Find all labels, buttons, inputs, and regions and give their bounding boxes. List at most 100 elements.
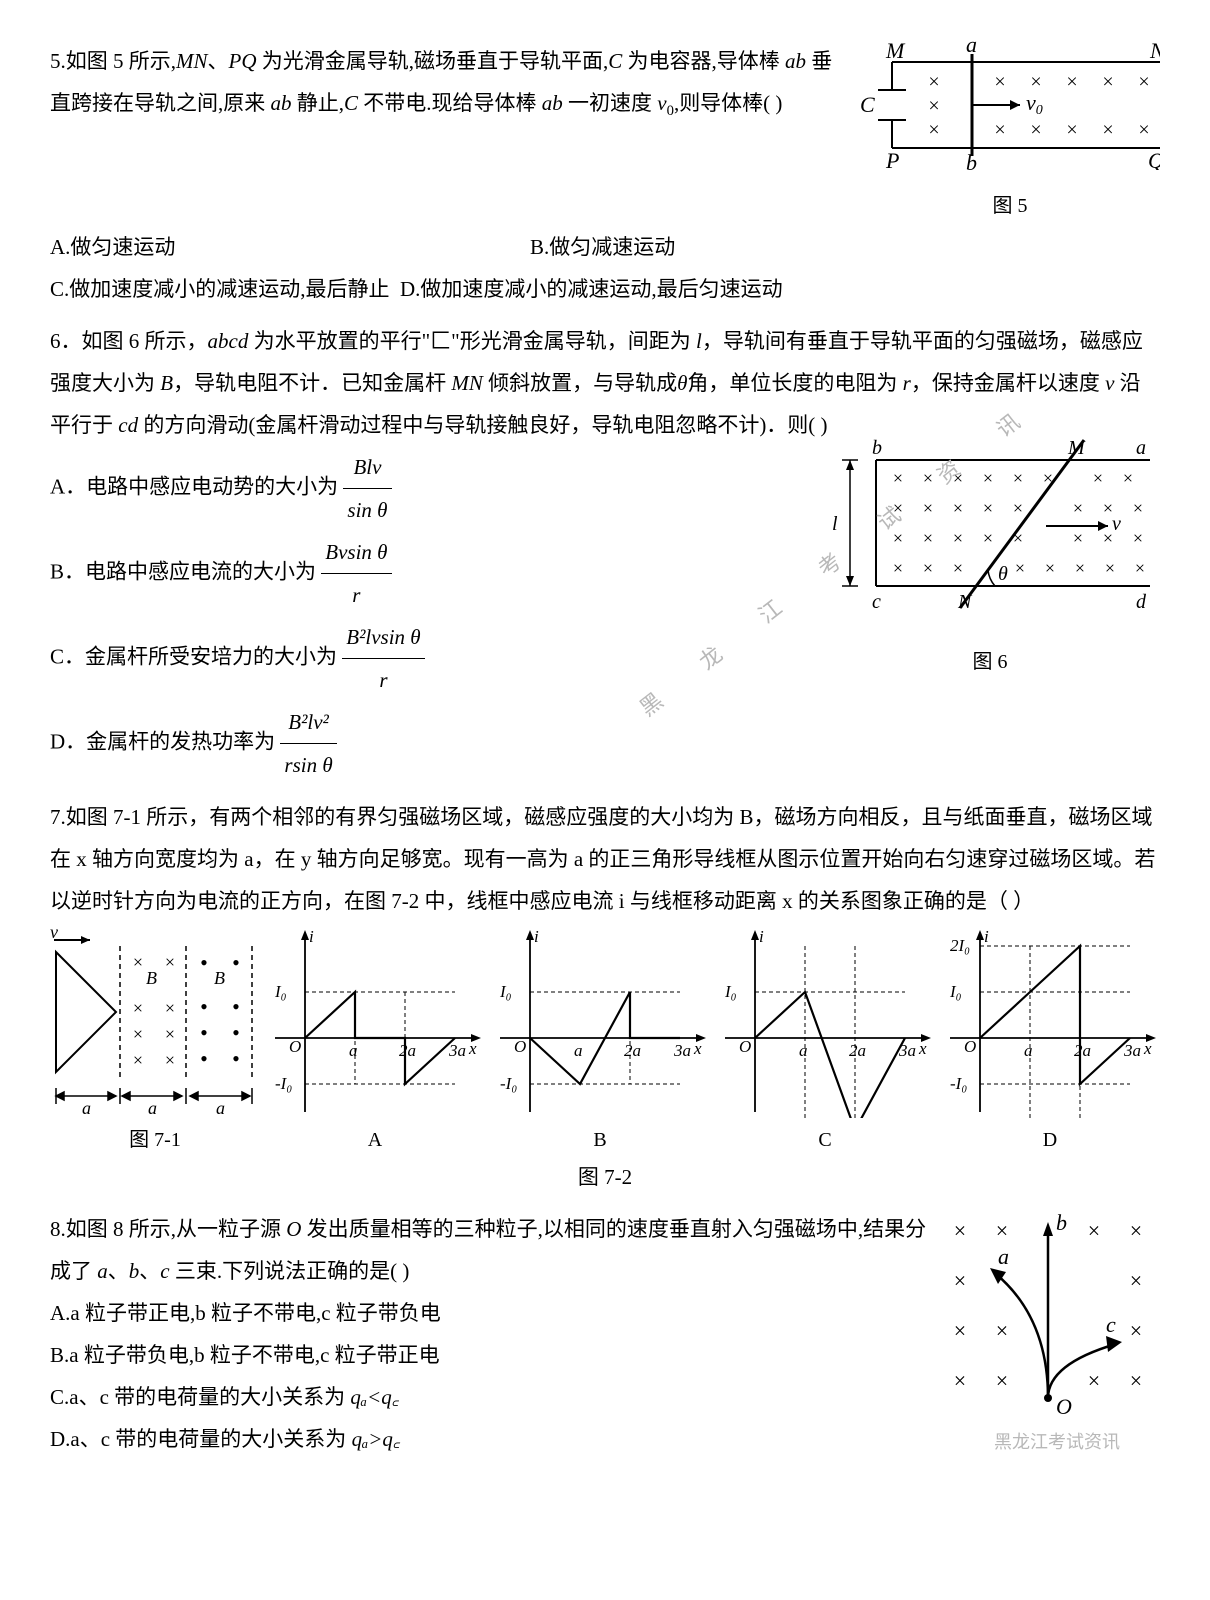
svg-text:2a: 2a bbox=[624, 1041, 641, 1060]
svg-text:I₀: I₀ bbox=[949, 982, 962, 1001]
q6-theta: θ bbox=[677, 371, 687, 395]
svg-text:×: × bbox=[953, 498, 963, 518]
svg-text:×: × bbox=[1045, 558, 1055, 578]
svg-text:×: × bbox=[928, 71, 939, 93]
q5-text-7: 一初速度 bbox=[563, 91, 658, 115]
q5-ab3: ab bbox=[542, 91, 563, 115]
svg-text:×: × bbox=[1130, 1318, 1142, 1343]
q5-text-5: 静止, bbox=[292, 91, 345, 115]
svg-text:×: × bbox=[1123, 468, 1133, 488]
svg-text:•: • bbox=[232, 950, 240, 975]
svg-text:x: x bbox=[1143, 1039, 1152, 1058]
svg-text:×: × bbox=[1130, 1368, 1142, 1393]
svg-text:×: × bbox=[983, 498, 993, 518]
svg-text:×: × bbox=[996, 1368, 1008, 1393]
svg-text:×: × bbox=[893, 468, 903, 488]
svg-text:×: × bbox=[954, 1368, 966, 1393]
opt-C-label: C bbox=[715, 1120, 935, 1160]
svg-text:×: × bbox=[1102, 119, 1113, 141]
opt-B-label: B bbox=[490, 1120, 710, 1160]
svg-text:×: × bbox=[893, 498, 903, 518]
label-M6: M bbox=[1067, 437, 1086, 459]
svg-text:×: × bbox=[983, 528, 993, 548]
q5-opt-d: D.做加速度减小的减速运动,最后匀速运动 bbox=[400, 277, 783, 301]
svg-text:×: × bbox=[1138, 119, 1149, 141]
question-6: 6．如图 6 所示，abcd 为水平放置的平行"匚"形光滑金属导轨，间距为 l，… bbox=[50, 320, 1160, 786]
q5-ab1: ab bbox=[785, 49, 806, 73]
q5-text-1: 5.如图 5 所示, bbox=[50, 49, 176, 73]
q5-c2: C bbox=[344, 91, 358, 115]
svg-text:×: × bbox=[954, 1318, 966, 1343]
svg-text:•: • bbox=[200, 1046, 208, 1071]
label-B2: B bbox=[214, 968, 225, 988]
q6-optc-den: r bbox=[342, 659, 424, 701]
svg-text:O: O bbox=[514, 1037, 526, 1056]
figure-7-2-caption: 图 7-2 bbox=[50, 1156, 1160, 1198]
q5-pq: PQ bbox=[229, 49, 257, 73]
svg-text:I₀: I₀ bbox=[274, 982, 287, 1001]
svg-text:×: × bbox=[1133, 528, 1143, 548]
svg-text:×: × bbox=[1066, 71, 1077, 93]
opt-D-label: D bbox=[940, 1120, 1160, 1160]
svg-text:×: × bbox=[1138, 71, 1149, 93]
svg-text:×: × bbox=[983, 468, 993, 488]
q6-text-6: 角，单位长度的电阻为 bbox=[687, 371, 902, 395]
label-v71: v bbox=[50, 928, 58, 942]
q6-opta-num: Blv bbox=[343, 446, 391, 489]
figure-5: M N P Q C a b v0 ××× ××××× ××××× 图 5 bbox=[860, 40, 1160, 226]
svg-text:×: × bbox=[928, 119, 939, 141]
figure-7-1: v B B ×× ×× ×× ×× •• •• •• bbox=[50, 928, 260, 1160]
label-b8: b bbox=[1056, 1210, 1067, 1235]
svg-text:×: × bbox=[1013, 468, 1023, 488]
q8-O: O bbox=[286, 1217, 301, 1241]
svg-text:×: × bbox=[1130, 1218, 1142, 1243]
q5-options-row2: C.做加速度减小的减速运动,最后静止 D.做加速度减小的减速运动,最后匀速运动 bbox=[50, 268, 1160, 310]
label-a8: a bbox=[998, 1244, 1009, 1269]
svg-text:×: × bbox=[133, 952, 143, 972]
svg-text:×: × bbox=[1043, 468, 1053, 488]
q8-c: c bbox=[160, 1259, 169, 1283]
q6-optb-num: Bvsin θ bbox=[321, 531, 391, 574]
label-l: l bbox=[832, 513, 838, 535]
label-d6: d bbox=[1136, 591, 1147, 613]
q7-figures-row: v B B ×× ×× ×× ×× •• •• •• bbox=[50, 928, 1160, 1160]
svg-text:×: × bbox=[1093, 468, 1103, 488]
svg-text:•: • bbox=[232, 1020, 240, 1045]
graph-C: ixOa2a3aI₀-2I₀C bbox=[715, 928, 935, 1160]
q7-text: 7.如图 7-1 所示，有两个相邻的有界匀强磁场区域，磁感应强度的大小均为 B，… bbox=[50, 796, 1160, 922]
svg-text:×: × bbox=[1088, 1368, 1100, 1393]
svg-text:•: • bbox=[232, 1046, 240, 1071]
q6-opta-lead: A．电路中感应电动势的大小为 bbox=[50, 474, 338, 498]
svg-text:•: • bbox=[232, 994, 240, 1019]
svg-text:2a: 2a bbox=[849, 1041, 866, 1060]
svg-text:x: x bbox=[918, 1039, 927, 1058]
q6-text-1: 6．如图 6 所示， bbox=[50, 329, 208, 353]
svg-text:-I₀: -I₀ bbox=[500, 1074, 517, 1093]
label-v0: v0 bbox=[1026, 90, 1043, 118]
svg-text:2I₀: 2I₀ bbox=[950, 936, 970, 955]
dim-a2: a bbox=[148, 1098, 157, 1118]
svg-text:×: × bbox=[1075, 558, 1085, 578]
q6-optc-lead: C．金属杆所受安培力的大小为 bbox=[50, 644, 337, 668]
label-c6: c bbox=[872, 591, 881, 613]
svg-text:×: × bbox=[165, 998, 175, 1018]
svg-text:-I₀: -I₀ bbox=[950, 1074, 967, 1093]
label-c8: c bbox=[1106, 1312, 1116, 1337]
svg-text:i: i bbox=[759, 928, 764, 946]
label-Q: Q bbox=[1148, 148, 1160, 170]
svg-text:×: × bbox=[1103, 528, 1113, 548]
graph-B: ixOa2a3aI₀-I₀B bbox=[490, 928, 710, 1160]
q5-text-8: ,则导体棒( ) bbox=[674, 91, 783, 115]
dim-a1: a bbox=[82, 1098, 91, 1118]
svg-text:×: × bbox=[996, 1318, 1008, 1343]
label-M: M bbox=[885, 40, 906, 63]
q5-opt-c: C.做加速度减小的减速运动,最后静止 bbox=[50, 277, 390, 301]
q6-MN: MN bbox=[451, 371, 483, 395]
q6-opta-den: sin θ bbox=[343, 489, 391, 531]
svg-text:×: × bbox=[928, 95, 939, 117]
svg-text:×: × bbox=[1013, 498, 1023, 518]
svg-text:×: × bbox=[923, 498, 933, 518]
svg-text:×: × bbox=[165, 952, 175, 972]
q5-text-2: 为光滑金属导轨,磁场垂直于导轨平面, bbox=[257, 49, 609, 73]
svg-text:×: × bbox=[133, 998, 143, 1018]
